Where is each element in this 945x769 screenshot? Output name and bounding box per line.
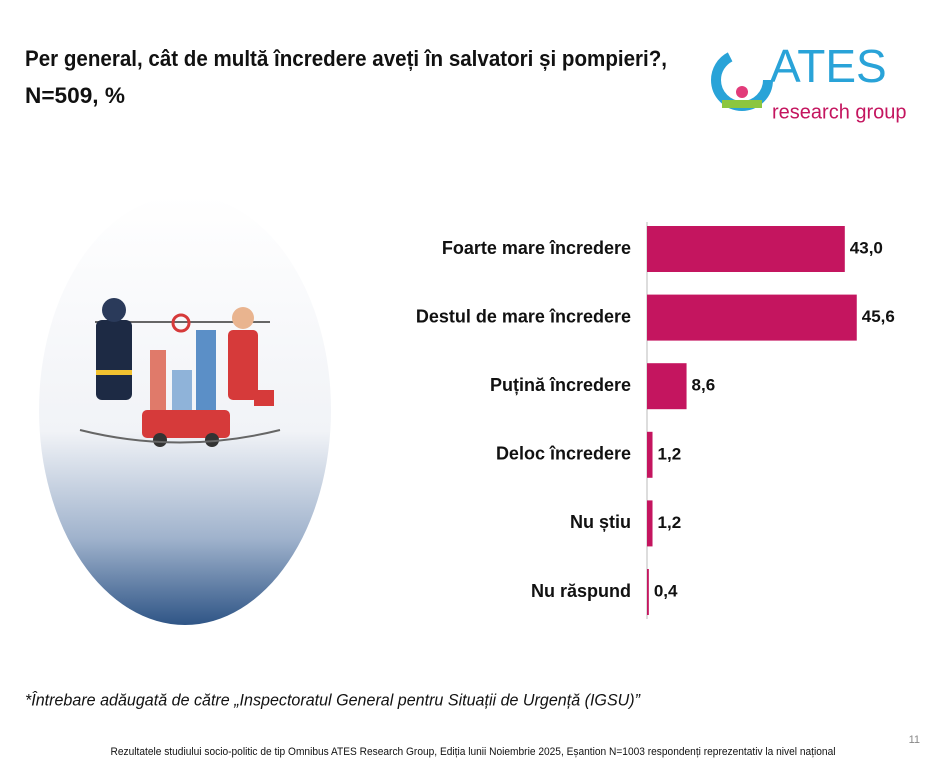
value-label: 8,6 <box>692 376 716 395</box>
logo-name: ATES <box>770 40 887 92</box>
building <box>150 350 166 420</box>
bar <box>647 569 649 615</box>
source: Rezultatele studiului socio-politic de t… <box>111 746 836 758</box>
value-label: 0,4 <box>654 581 678 600</box>
building <box>172 370 192 420</box>
category-label: Nu răspund <box>531 581 631 601</box>
chart-title: Per general, cât de multă încredere aveț… <box>25 46 667 71</box>
value-label: 1,2 <box>658 513 682 532</box>
fire-truck <box>142 410 230 438</box>
category-label: Destul de mare încredere <box>416 306 631 326</box>
logo-subtitle: research group <box>772 101 907 123</box>
firefighter-stripe <box>96 370 132 375</box>
firefighter-head <box>102 298 126 322</box>
rescuer <box>228 330 258 400</box>
bar <box>647 226 845 272</box>
firefighter <box>96 320 132 400</box>
category-label: Foarte mare încredere <box>442 238 631 258</box>
chart-title: N=509, % <box>25 83 125 108</box>
bar <box>647 431 653 478</box>
scale-pivot <box>171 313 191 333</box>
logo-dot <box>736 86 748 98</box>
category-label: Nu știu <box>570 512 631 532</box>
value-label: 43,0 <box>850 238 883 257</box>
medkit <box>254 390 274 406</box>
plot: Foarte mare încredere 43,0 Destul de mare … <box>416 222 895 619</box>
value-label: 1,2 <box>658 444 682 463</box>
logo-bar <box>722 100 762 108</box>
illustration <box>39 195 331 625</box>
bar <box>647 500 653 547</box>
wheel <box>205 433 219 447</box>
bar <box>647 363 687 410</box>
wheel <box>153 433 167 447</box>
scale-pan <box>79 429 281 444</box>
bar <box>647 294 857 341</box>
logo: ATES research group <box>711 40 907 123</box>
category-label: Deloc încredere <box>496 444 631 464</box>
value-label: 45,6 <box>862 307 895 326</box>
category-label: Puțină încredere <box>490 375 631 395</box>
building <box>196 330 216 420</box>
rescuer-head <box>232 307 254 329</box>
page-number: 11 <box>909 734 920 746</box>
footnote: *Întrebare adăugată de către „Inspectora… <box>25 690 641 709</box>
